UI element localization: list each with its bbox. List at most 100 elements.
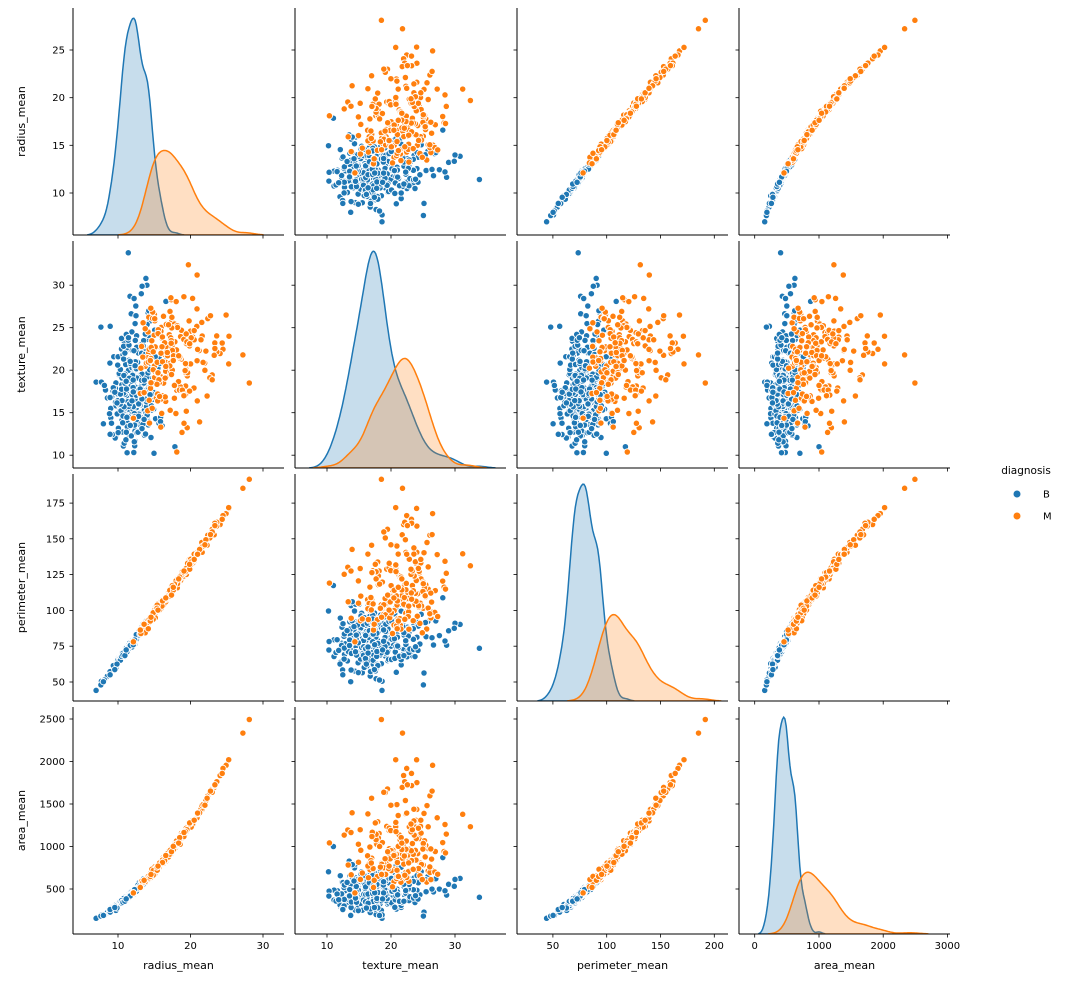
point-M	[394, 550, 402, 558]
point-B	[339, 620, 347, 628]
point-B	[576, 421, 584, 430]
point-M	[817, 109, 826, 117]
point-M	[826, 359, 834, 368]
point-B	[122, 428, 130, 436]
point-M	[392, 93, 400, 102]
point-M	[441, 91, 449, 99]
point-M	[407, 52, 416, 60]
point-B	[99, 678, 108, 686]
y-tick-label: 20	[52, 93, 65, 104]
point-M	[828, 407, 836, 415]
point-B	[773, 355, 782, 363]
point-M	[140, 388, 148, 397]
point-B	[325, 646, 333, 654]
point-M	[651, 358, 659, 367]
y-tick-label: 100	[46, 606, 65, 617]
subplot-perimeter_mean-vs-area_mean	[735, 474, 950, 705]
point-M	[398, 484, 407, 492]
point-M	[597, 419, 605, 427]
point-M	[367, 606, 375, 614]
point-B	[584, 400, 592, 408]
point-M	[800, 369, 808, 377]
point-M	[806, 374, 814, 382]
point-B	[105, 410, 114, 418]
point-B	[475, 644, 484, 652]
point-M	[823, 428, 832, 437]
point-B	[150, 449, 158, 457]
point-M	[367, 127, 375, 135]
point-M	[193, 305, 201, 313]
point-M	[385, 559, 393, 567]
point-M	[193, 271, 201, 279]
point-B	[602, 449, 610, 457]
point-M	[380, 65, 388, 73]
point-B	[397, 189, 405, 197]
point-M	[637, 95, 646, 103]
point-B	[785, 282, 793, 290]
point-B	[547, 323, 555, 331]
kde-curve-M	[312, 357, 487, 468]
point-M	[609, 423, 617, 431]
point-B	[592, 274, 600, 283]
point-M	[392, 567, 400, 576]
point-B	[392, 668, 400, 676]
point-M	[195, 418, 204, 426]
point-B	[441, 637, 449, 645]
point-M	[808, 362, 816, 371]
point-M	[375, 580, 384, 588]
y-tick-label: 175	[46, 499, 65, 510]
point-M	[371, 560, 379, 568]
point-M	[420, 549, 428, 557]
point-B	[138, 282, 146, 290]
point-M	[169, 356, 177, 365]
point-M	[139, 319, 147, 327]
point-M	[793, 348, 801, 356]
point-M	[439, 112, 447, 121]
point-M	[405, 158, 413, 166]
kde-curve-M	[118, 149, 264, 235]
point-M	[245, 379, 253, 387]
point-M	[182, 330, 190, 338]
point-M	[680, 360, 688, 368]
point-M	[377, 146, 386, 154]
point-M	[637, 387, 646, 395]
point-M	[364, 550, 372, 558]
point-B	[590, 415, 599, 424]
point-M	[340, 105, 348, 113]
point-M	[630, 428, 638, 437]
point-M	[225, 503, 233, 512]
subplot-texture_mean-vs-area_mean	[735, 241, 950, 472]
point-M	[162, 362, 170, 371]
point-B	[354, 200, 362, 208]
kde-curve-M	[567, 613, 722, 701]
point-M	[598, 304, 606, 312]
point-B	[781, 294, 790, 303]
point-M	[366, 115, 374, 123]
point-M	[193, 357, 201, 365]
point-B	[345, 173, 354, 181]
point-B	[781, 319, 789, 328]
point-M	[394, 116, 402, 124]
point-M	[239, 484, 247, 492]
kde-curve-B	[87, 17, 185, 235]
point-M	[146, 356, 154, 365]
point-M	[701, 379, 709, 387]
kde-curve-B	[537, 483, 635, 701]
point-M	[180, 567, 188, 575]
point-M	[407, 565, 415, 573]
point-B	[558, 419, 566, 427]
point-B	[92, 686, 100, 695]
point-M	[636, 261, 644, 269]
y-tick-label: 125	[46, 570, 65, 581]
point-B	[580, 347, 588, 355]
point-B	[122, 646, 130, 654]
point-M	[846, 75, 854, 83]
point-M	[830, 317, 838, 325]
point-M	[428, 530, 436, 539]
point-B	[789, 415, 797, 424]
point-M	[814, 394, 823, 402]
point-B	[339, 153, 347, 161]
point-M	[603, 369, 611, 377]
point-M	[428, 47, 437, 55]
point-M	[175, 352, 183, 360]
